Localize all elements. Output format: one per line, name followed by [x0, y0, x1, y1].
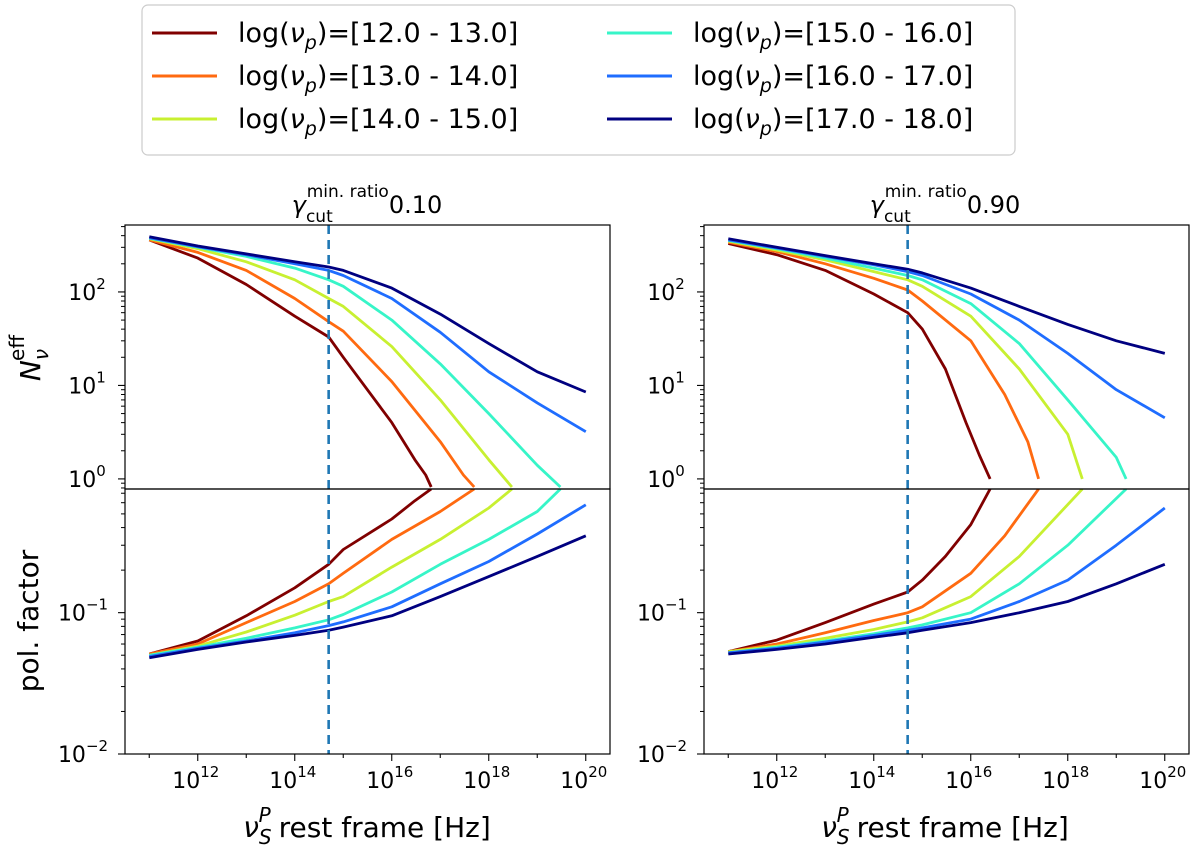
x-tick-label: 1012 — [751, 763, 798, 794]
bottom-y-tick-label: 10−2 — [637, 737, 687, 768]
top-y-tick-label: 102 — [647, 275, 685, 306]
axes-frame-bottom — [703, 488, 1190, 755]
series-line-bottom-6 — [728, 563, 1166, 656]
x-tick-label: 1016 — [945, 763, 992, 794]
series-line-bottom-2 — [149, 489, 475, 656]
series-line-bottom-2 — [728, 489, 1040, 653]
series-line-top-2 — [148, 238, 476, 488]
x-tick-label: 1012 — [172, 763, 219, 794]
x-tick-label: 1018 — [1042, 763, 1089, 794]
x-tick-label: 1014 — [269, 763, 316, 794]
x-axis-label-left: νSP rest frame [Hz] — [243, 803, 491, 849]
axes-frame-bottom — [124, 488, 611, 755]
series-line-top-1 — [148, 238, 433, 488]
top-y-tick-label: 100 — [68, 462, 106, 493]
series-line-bottom-4 — [149, 489, 562, 657]
legend-label-5: log(νp)=[16.0 - 17.0] — [693, 61, 973, 97]
series-line-top-6 — [149, 235, 587, 394]
x-tick-label: 1018 — [463, 763, 510, 794]
legend-frame — [141, 4, 1016, 156]
series-line-bottom-6 — [149, 534, 587, 660]
series-line-bottom-1 — [148, 489, 433, 656]
series-line-top-5 — [728, 238, 1166, 420]
panel-left-title: γcutmin. ratio0.10 — [292, 182, 443, 227]
x-tick-label: 1014 — [848, 763, 895, 794]
series-line-bottom-5 — [728, 506, 1166, 655]
top-y-tick-label: 101 — [647, 368, 685, 399]
bottom-y-tick-label: 10−1 — [637, 596, 687, 627]
top-y-tick-label: 102 — [68, 275, 106, 306]
legend: log(νp)=[12.0 - 13.0] log(νp)=[13.0 - 14.… — [141, 4, 1016, 156]
series-line-top-3 — [728, 239, 1084, 480]
legend-label-4: log(νp)=[15.0 - 16.0] — [693, 18, 973, 54]
bottom-y-tick-label: 10−2 — [58, 737, 108, 768]
series-line-top-3 — [149, 237, 513, 488]
series-line-top-2 — [728, 240, 1040, 480]
series-line-top-1 — [727, 242, 992, 480]
x-tick-label: 1016 — [366, 763, 413, 794]
legend-label-6: log(νp)=[17.0 - 18.0] — [693, 104, 973, 140]
bottom-y-tick-label: 10−1 — [58, 596, 108, 627]
series-line-top-6 — [728, 237, 1166, 355]
x-tick-label: 1020 — [1139, 763, 1186, 794]
legend-label-3: log(νp)=[14.0 - 15.0] — [238, 104, 518, 140]
bottom-y-axis-label: pol. factor — [12, 549, 45, 692]
legend-label-1: log(νp)=[12.0 - 13.0] — [238, 18, 518, 54]
axes-frame-top — [703, 224, 1190, 490]
top-y-tick-label: 101 — [68, 368, 106, 399]
x-tick-label: 1020 — [560, 763, 607, 794]
panel-right-title: γcutmin. ratio0.90 — [870, 182, 1021, 227]
series-line-bottom-1 — [727, 489, 992, 653]
panel-left: γcutmin. ratio0.10 1012 1014 1016 1018 1020 1… — [58, 182, 611, 794]
series-line-bottom-3 — [149, 489, 513, 657]
x-axis-label-right: νSP rest frame [Hz] — [821, 803, 1069, 849]
legend-label-2: log(νp)=[13.0 - 14.0] — [238, 61, 518, 97]
top-y-tick-label: 100 — [647, 462, 685, 493]
top-y-axis-label: Nνeff — [5, 334, 53, 381]
panel-right: γcutmin. ratio0.90 1012 1014 1016 1018 1020 1… — [637, 182, 1190, 794]
